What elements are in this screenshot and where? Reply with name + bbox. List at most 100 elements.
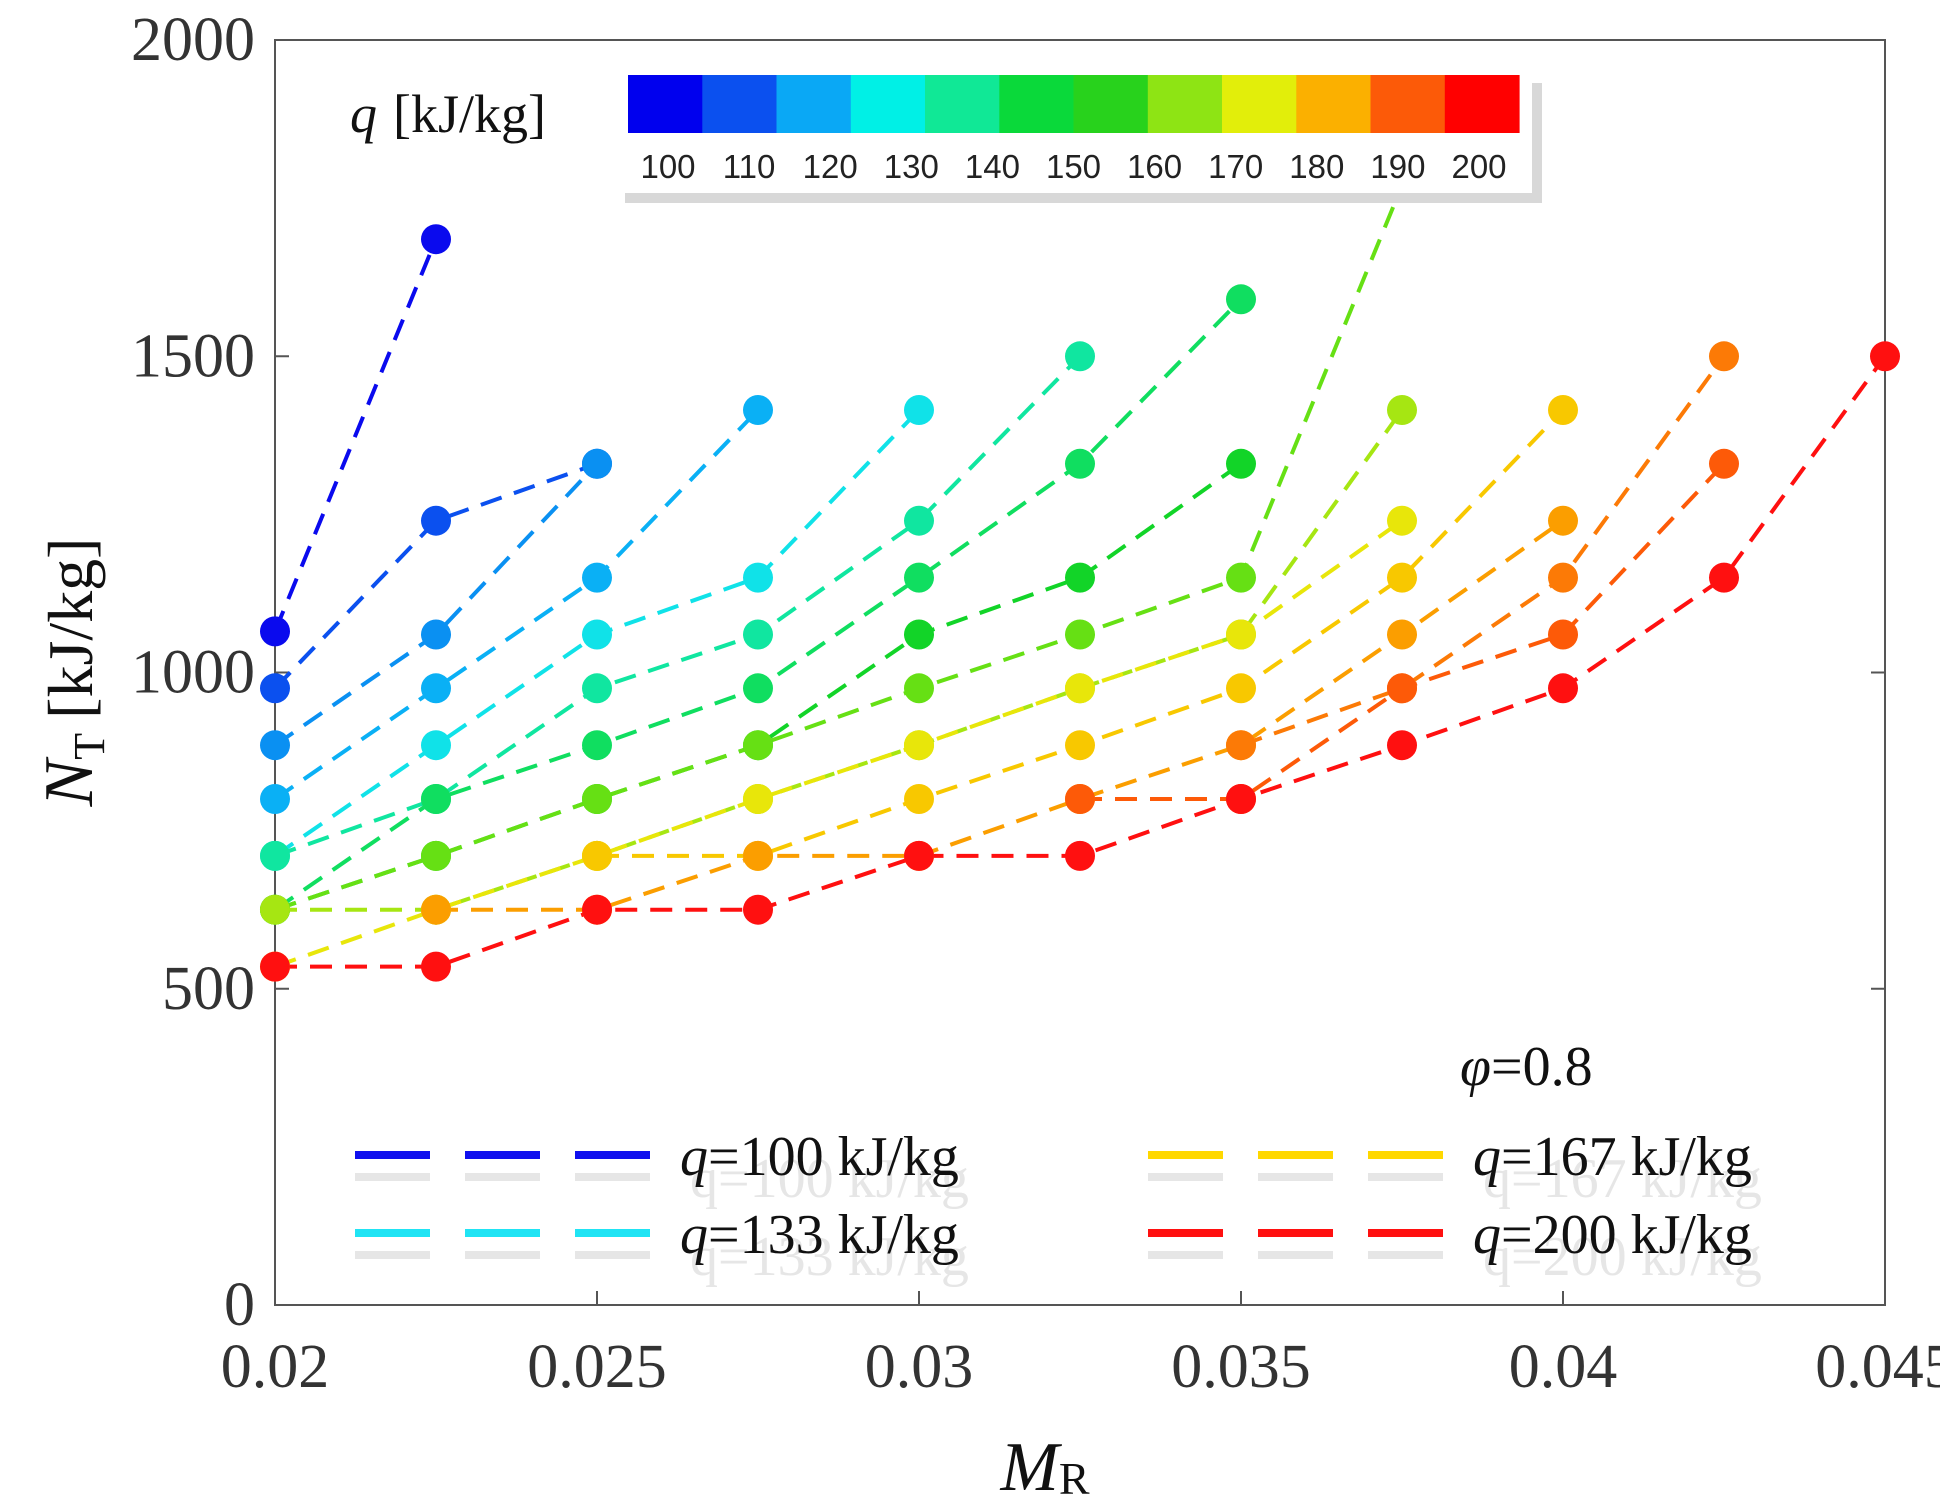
data-point (1548, 505, 1578, 536)
data-point (743, 894, 773, 925)
data-point (904, 673, 934, 704)
colorbar-tick-label: 180 (1289, 148, 1344, 185)
data-point (1226, 619, 1256, 650)
data-point (1387, 505, 1417, 536)
x-axis-title: MR (1000, 1429, 1090, 1506)
colorbar-block (999, 75, 1075, 133)
colorbar-tick-label: 100 (640, 148, 695, 185)
legend-text-shadow: q=133 kJ/kg (690, 1226, 969, 1288)
data-point (1548, 673, 1578, 704)
data-point (1226, 448, 1256, 479)
colorbar-block (1370, 75, 1446, 133)
data-point (421, 840, 451, 871)
data-point (1065, 730, 1095, 761)
data-point (421, 951, 451, 982)
y-axis: 0 500 1000 1500 2000 (131, 6, 1885, 1339)
data-point (582, 730, 612, 761)
data-point (904, 730, 934, 761)
colorbar-block (776, 75, 852, 133)
data-point (743, 730, 773, 761)
colorbar: 100 110 120 130 140 150 160 170 180 190 200 (615, 73, 1542, 203)
colorbar-label-unit: [kJ/kg] (393, 84, 546, 144)
colorbar-block (1296, 75, 1372, 133)
data-point (1548, 619, 1578, 650)
data-point (904, 619, 934, 650)
colorbar-block (850, 75, 926, 133)
data-point (1387, 395, 1417, 425)
data-point (1709, 341, 1739, 372)
colorbar-tick-label: 120 (803, 148, 858, 185)
data-point (421, 505, 451, 536)
y-axis-title-sub: T (65, 733, 114, 760)
data-point (582, 784, 612, 814)
data-point (904, 395, 934, 425)
series-line-line-2 (273, 461, 598, 690)
data-point (1226, 284, 1256, 315)
y-tick-label: 0 (224, 1271, 255, 1339)
data-point (421, 730, 451, 761)
data-point (421, 894, 451, 925)
colorbar-block (1444, 75, 1520, 133)
data-point (421, 619, 451, 650)
phi-annotation: φ=0.8 (1460, 1036, 1593, 1098)
data-point (1387, 673, 1417, 704)
x-tick-label: 0.035 (1171, 1333, 1311, 1401)
data-point (421, 224, 451, 255)
data-point (421, 673, 451, 704)
x-axis-title-sub: R (1059, 1453, 1090, 1504)
data-point (260, 784, 290, 814)
data-point (743, 784, 773, 814)
data-point (582, 619, 612, 650)
x-tick-label: 0.04 (1509, 1333, 1618, 1401)
data-point (260, 673, 290, 704)
colorbar-tick-label: 140 (965, 148, 1020, 185)
data-point (582, 562, 612, 593)
data-point (1065, 840, 1095, 871)
legend-label: q=200 kJ/kg (1473, 1204, 1752, 1266)
legend-text-shadow: q=200 kJ/kg (1483, 1226, 1762, 1288)
x-tick-label: 0.03 (865, 1333, 974, 1401)
data-point (582, 894, 612, 925)
colorbar-tick-label: 190 (1370, 148, 1425, 185)
series-line-line-14 (1240, 355, 1726, 748)
data-point (1065, 619, 1095, 650)
data-point (743, 619, 773, 650)
colorbar-tick-label: 110 (723, 148, 776, 185)
data-point (904, 562, 934, 593)
series-line-line-9 (274, 184, 1404, 912)
legend-label-value: =200 kJ/kg (1501, 1204, 1752, 1266)
data-point (1870, 341, 1900, 372)
data-point (260, 840, 290, 871)
colorbar-block (1073, 75, 1149, 133)
colorbar-tick-label: 130 (884, 148, 939, 185)
data-point (1065, 341, 1095, 372)
series-line-line-6 (274, 354, 1082, 858)
data-point (904, 505, 934, 536)
y-axis-title: NT [kJ/kg] (31, 538, 114, 808)
plot-area (274, 39, 1886, 1306)
data-point (1548, 562, 1578, 593)
phi-symbol: φ (1460, 1036, 1491, 1098)
data-point (1548, 395, 1578, 425)
x-tick-label: 0.025 (527, 1333, 667, 1401)
data-point (260, 951, 290, 982)
legend-label: q=133 kJ/kg (680, 1204, 959, 1266)
data-point (260, 616, 290, 647)
data-point (582, 673, 612, 704)
data-point (582, 448, 612, 479)
data-point (421, 784, 451, 814)
x-axis: 0.02 0.025 0.03 0.035 0.04 0.045 (221, 1291, 1940, 1401)
colorbar-label-var: q (350, 84, 377, 144)
x-tick-label: 0.045 (1815, 1333, 1940, 1401)
colorbar-tick-label: 200 (1451, 148, 1506, 185)
data-point (1387, 730, 1417, 761)
data-point (1065, 448, 1095, 479)
series-line-line-13 (436, 519, 1565, 912)
y-axis-title-unit: [kJ/kg] (35, 538, 106, 719)
data-point (1387, 619, 1417, 650)
legend-text-shadow: q=100 kJ/kg (690, 1148, 969, 1210)
legend: q=100 kJ/kgq=100 kJ/kgq=133 kJ/kgq=133 k… (355, 1126, 1762, 1288)
data-point (743, 395, 773, 425)
colorbar-block (628, 75, 703, 133)
data-point (904, 784, 934, 814)
